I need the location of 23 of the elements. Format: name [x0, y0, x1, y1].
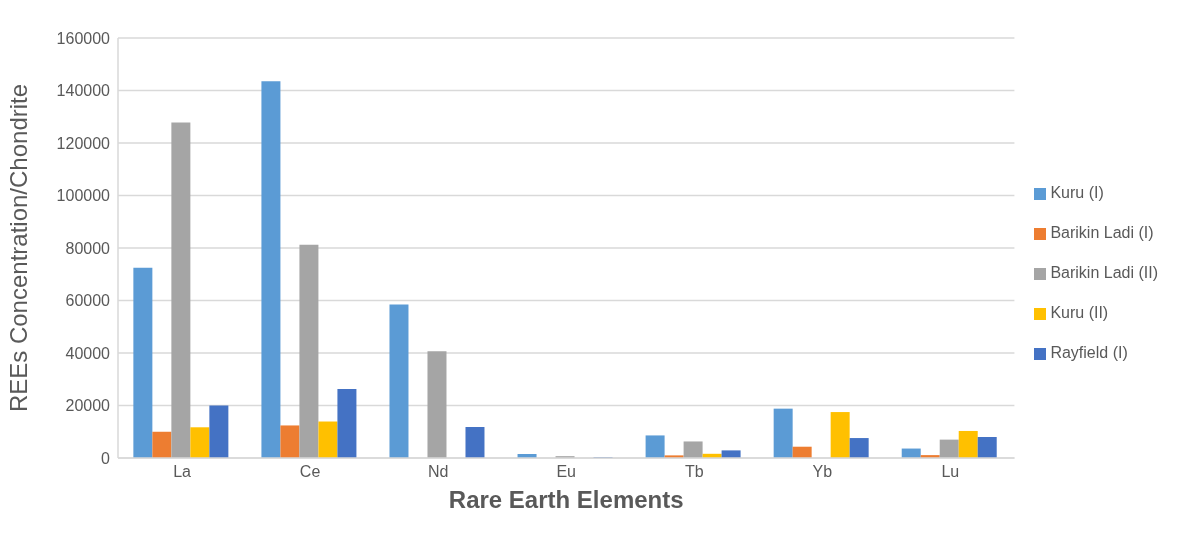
y-tick-label: 20000 [65, 397, 111, 415]
legend-label: Barikin Ladi (I) [1050, 224, 1154, 241]
y-tick-label: 100000 [56, 187, 111, 205]
x-tick-label: Tb [684, 463, 704, 481]
x-tick-label: Eu [556, 463, 576, 481]
y-tick-label: 0 [101, 449, 111, 467]
y-axis-title: REEs Concentration/Chondrite [4, 83, 32, 413]
y-tick-label: 60000 [65, 292, 111, 310]
y-tick-label: 120000 [56, 134, 111, 152]
x-tick-label: Nd [427, 463, 449, 481]
legend-label: Kuru (I) [1050, 184, 1104, 201]
legend-label: Kuru (II) [1050, 304, 1109, 321]
x-tick-label: Yb [812, 463, 833, 481]
x-tick-label: La [173, 463, 192, 481]
x-tick-label: Ce [299, 463, 321, 481]
y-tick-label: 140000 [56, 82, 111, 100]
y-tick-label: 40000 [65, 344, 111, 362]
x-tick-label: Lu [941, 463, 960, 481]
legend-label: Barikin Ladi (II) [1050, 264, 1158, 281]
y-tick-label: 80000 [65, 239, 111, 257]
y-tick-label: 160000 [56, 29, 111, 47]
x-axis-title: Rare Earth Elements [448, 486, 684, 513]
legend-label: Rayfield (I) [1050, 344, 1128, 361]
